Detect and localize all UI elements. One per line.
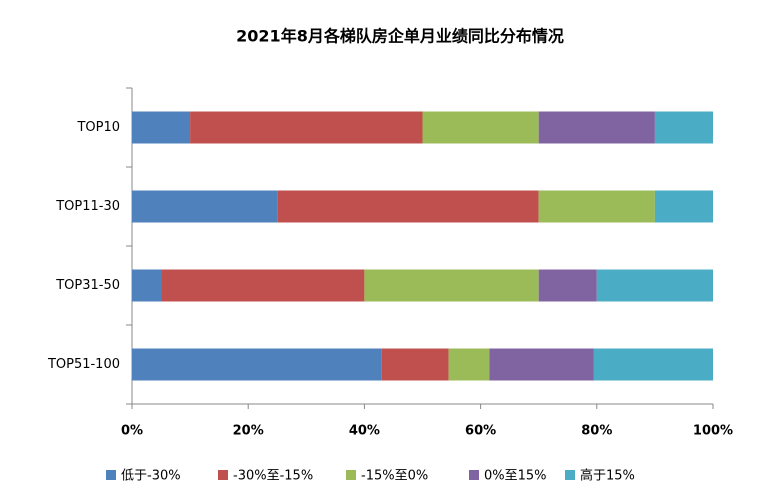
legend-swatch	[469, 470, 479, 480]
x-tick-label: 20%	[233, 424, 264, 439]
x-tick-label: 80%	[581, 424, 612, 439]
y-tick-label: TOP31-50	[55, 278, 120, 293]
x-tick-label: 60%	[465, 424, 496, 439]
bar-segment	[654, 111, 713, 144]
bar-segment	[132, 348, 382, 381]
bar-segment	[132, 269, 162, 302]
bar-segment	[422, 111, 539, 144]
bar-segment	[132, 111, 191, 144]
bar-segment	[593, 348, 713, 381]
legend-swatch	[106, 470, 116, 480]
legend-label: 高于15%	[580, 468, 635, 484]
y-tick-label: TOP11-30	[55, 199, 120, 214]
bar-segment	[277, 190, 539, 223]
legend-label: -15%至0%	[361, 469, 428, 484]
bar-segment	[538, 269, 597, 302]
y-tick-label: TOP51-100	[47, 357, 120, 372]
bar-segment	[538, 111, 655, 144]
x-tick-label: 0%	[121, 424, 143, 439]
bar-segment	[161, 269, 365, 302]
bar-segment	[190, 111, 423, 144]
chart-title: 2021年8月各梯队房企单月业绩同比分布情况	[236, 27, 564, 46]
bar-segment	[381, 348, 449, 381]
bar-segment	[364, 269, 539, 302]
bar-segment	[538, 190, 655, 223]
legend-swatch	[565, 470, 575, 480]
bar-segment	[654, 190, 713, 223]
bar-segment	[489, 348, 594, 381]
bar-segment	[448, 348, 490, 381]
bar-segment	[132, 190, 278, 223]
legend-label: 低于-30%	[121, 469, 181, 484]
legend-swatch	[218, 470, 228, 480]
legend-swatch	[346, 470, 356, 480]
bar-segment	[596, 269, 713, 302]
x-tick-label: 40%	[349, 424, 380, 439]
legend-label: -30%至-15%	[233, 469, 313, 484]
y-tick-label: TOP10	[76, 120, 120, 135]
legend-label: 0%至15%	[484, 469, 547, 484]
x-tick-label: 100%	[693, 424, 733, 439]
